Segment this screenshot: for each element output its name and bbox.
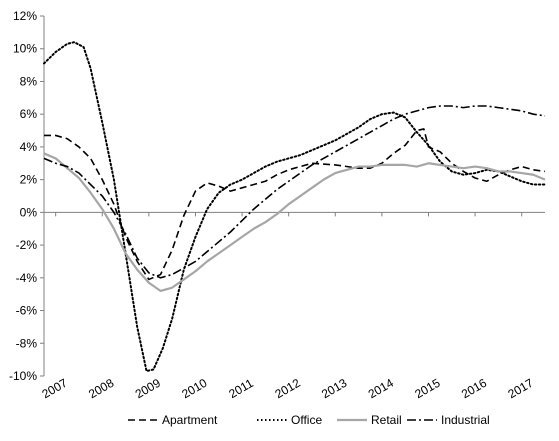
y-tick-label: -2% [16,238,38,252]
series-line-retail [43,152,546,293]
legend-label-industrial: Industrial [441,413,490,427]
legend-label-apartment: Apartment [162,413,218,427]
y-tick-label: 6% [20,107,38,121]
y-tick-label: 4% [20,140,38,154]
series-line-industrial [43,105,546,279]
x-tick-label: 2008 [86,376,116,402]
x-tick-label: 2007 [40,376,70,402]
y-tick-label: -10% [9,369,37,383]
legend-label-office: Office [291,413,322,427]
series-line-office [43,41,546,373]
x-tick-label: 2015 [412,376,442,402]
y-tick-label: 2% [20,173,38,187]
series-line-apartment [44,128,546,281]
x-tick-label: 2013 [319,376,349,402]
legend-label-retail: Retail [371,413,402,427]
axes: -10% -8% -6% -4% -2% 0% 2% 4% 6% 8% 10% 12% 2007 2008… [9,9,545,401]
x-tick-label: 2012 [273,376,303,402]
x-tick-label: 2014 [366,376,396,402]
x-tick-label: 2009 [133,376,163,402]
x-tick-label: 2010 [179,376,209,402]
y-tick-label: -6% [16,304,38,318]
y-tick-label: -8% [16,336,38,350]
x-tick-label: 2016 [459,376,489,402]
y-tick-label: 12% [13,9,37,23]
x-tick-label: 2017 [506,376,536,402]
y-tick-label: 0% [20,205,38,219]
y-tick-label: 10% [13,42,37,56]
y-tick-label: -4% [16,271,38,285]
series-lines [43,41,546,373]
y-tick-label: 8% [20,74,38,88]
legend: Apartment Office Retail Industrial [128,413,490,427]
x-tick-label: 2011 [226,376,256,401]
